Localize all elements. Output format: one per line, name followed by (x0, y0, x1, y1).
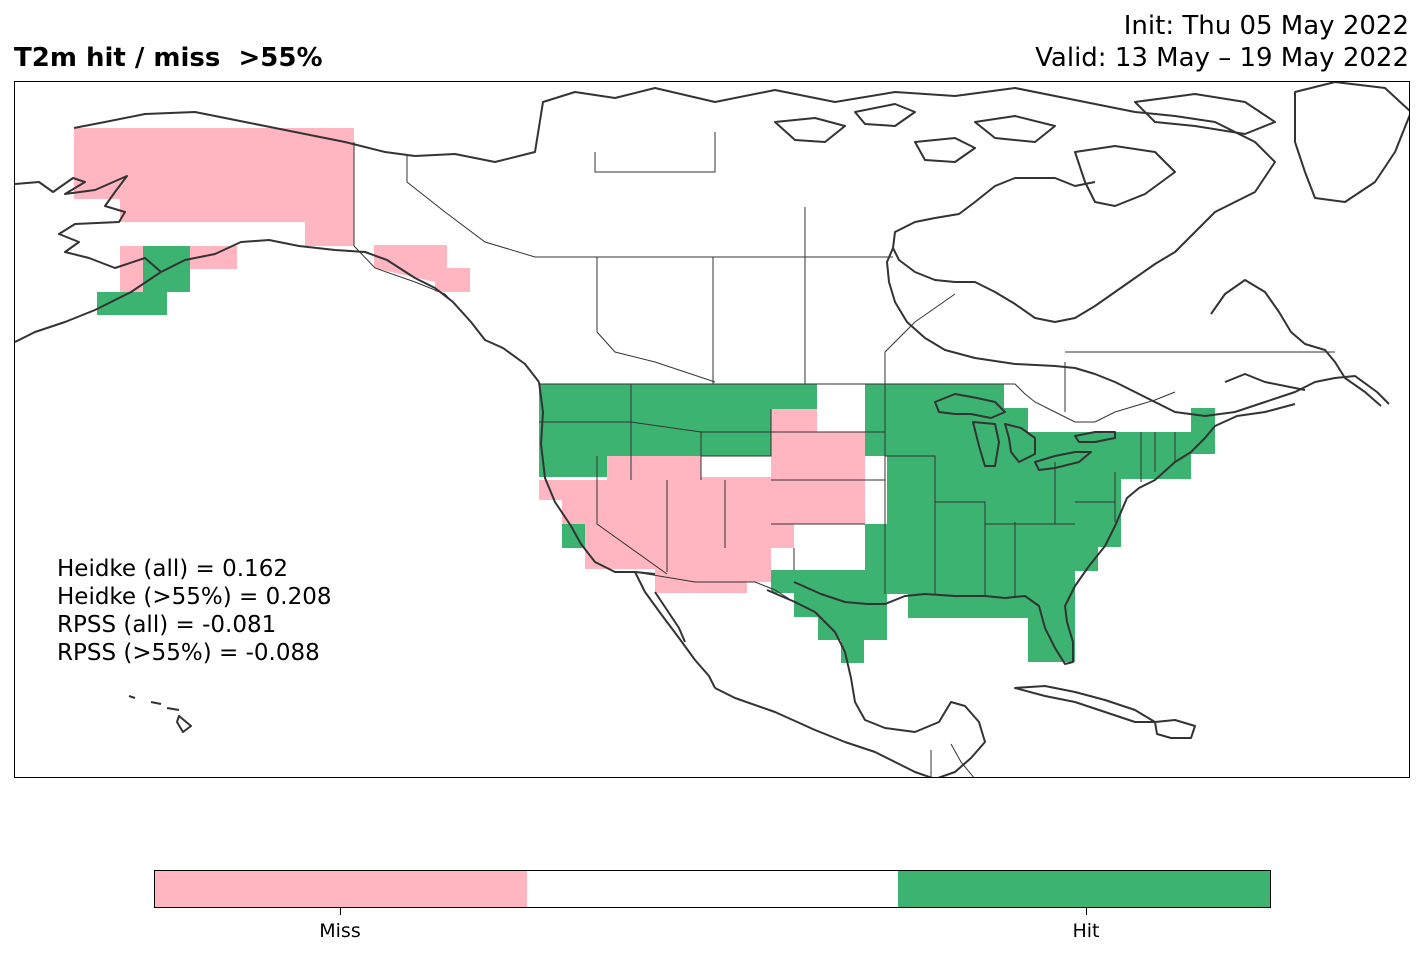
miss-cell-alaska-panhandle (374, 245, 470, 292)
valid-date: Valid: 13 May – 19 May 2022 (1035, 43, 1409, 73)
hawaii-islands (128, 695, 192, 733)
neutral-cell-oklahoma (794, 524, 865, 570)
coastlines (15, 82, 1409, 777)
colorbar (154, 870, 1271, 908)
hudson-bay-coastline (886, 247, 1390, 417)
rpss-all-stat: RPSS (all) = -0.081 (57, 612, 277, 638)
gulf-coast (766, 589, 986, 777)
verification-stats: Heidke (all) = 0.162 Heidke (>55%) = 0.2… (57, 555, 331, 667)
neutral-cells (794, 384, 887, 570)
map-title: T2m hit / miss >55% (14, 43, 323, 73)
neutral-cell-nebraska (865, 456, 887, 524)
cuba-coastline (1014, 685, 1156, 723)
colorbar-miss-segment (155, 871, 527, 907)
borders (353, 132, 1335, 777)
great-lakes (934, 393, 1116, 471)
miss-cell-alaska-west (74, 128, 354, 246)
map-panel (14, 81, 1410, 778)
alaska-north-coastline (73, 111, 416, 157)
us-gulf-coastline (793, 403, 1296, 665)
hispaniola-coastline (1154, 719, 1196, 739)
date-info: Init: Thu 05 May 2022 Valid: 13 May – 19… (1035, 10, 1409, 74)
alaska-canada-border (353, 142, 472, 323)
colorbar-neutral-segment (526, 871, 899, 907)
hit-cell-northwest (539, 384, 817, 477)
miss-cell-southwest (539, 409, 865, 593)
colorbar-label-hit: Hit (1072, 920, 1100, 942)
alaska-coastline (15, 175, 540, 383)
colorbar-hit-segment (898, 871, 1271, 907)
arctic-coastline (414, 87, 1276, 323)
colorbar-tick-hit (1086, 908, 1087, 915)
heidke-all-stat: Heidke (all) = 0.162 (57, 556, 288, 582)
labrador-newfoundland (1210, 279, 1382, 407)
map-canvas (15, 82, 1409, 777)
mexico-border (634, 571, 816, 613)
canada-us-border (539, 383, 1176, 423)
colorbar-tick-miss (340, 908, 341, 915)
west-coast-us (538, 381, 656, 575)
init-date: Init: Thu 05 May 2022 (1123, 11, 1409, 41)
miss-cells (74, 128, 865, 593)
baja-coastline (634, 571, 716, 689)
arctic-islands (774, 82, 1409, 207)
central-america-borders (930, 743, 975, 777)
hit-cell-alaska-peninsula (97, 246, 190, 315)
us-state-lines (539, 384, 1176, 596)
heidke-55-stat: Heidke (>55%) = 0.208 (57, 584, 332, 610)
rpss-55-stat: RPSS (>55%) = -0.088 (57, 640, 320, 666)
mexico-pacific-coast (714, 687, 933, 777)
neutral-cell-dakotas (817, 384, 865, 432)
colorbar-label-miss: Miss (319, 920, 361, 942)
canadian-provinces (406, 132, 1335, 412)
